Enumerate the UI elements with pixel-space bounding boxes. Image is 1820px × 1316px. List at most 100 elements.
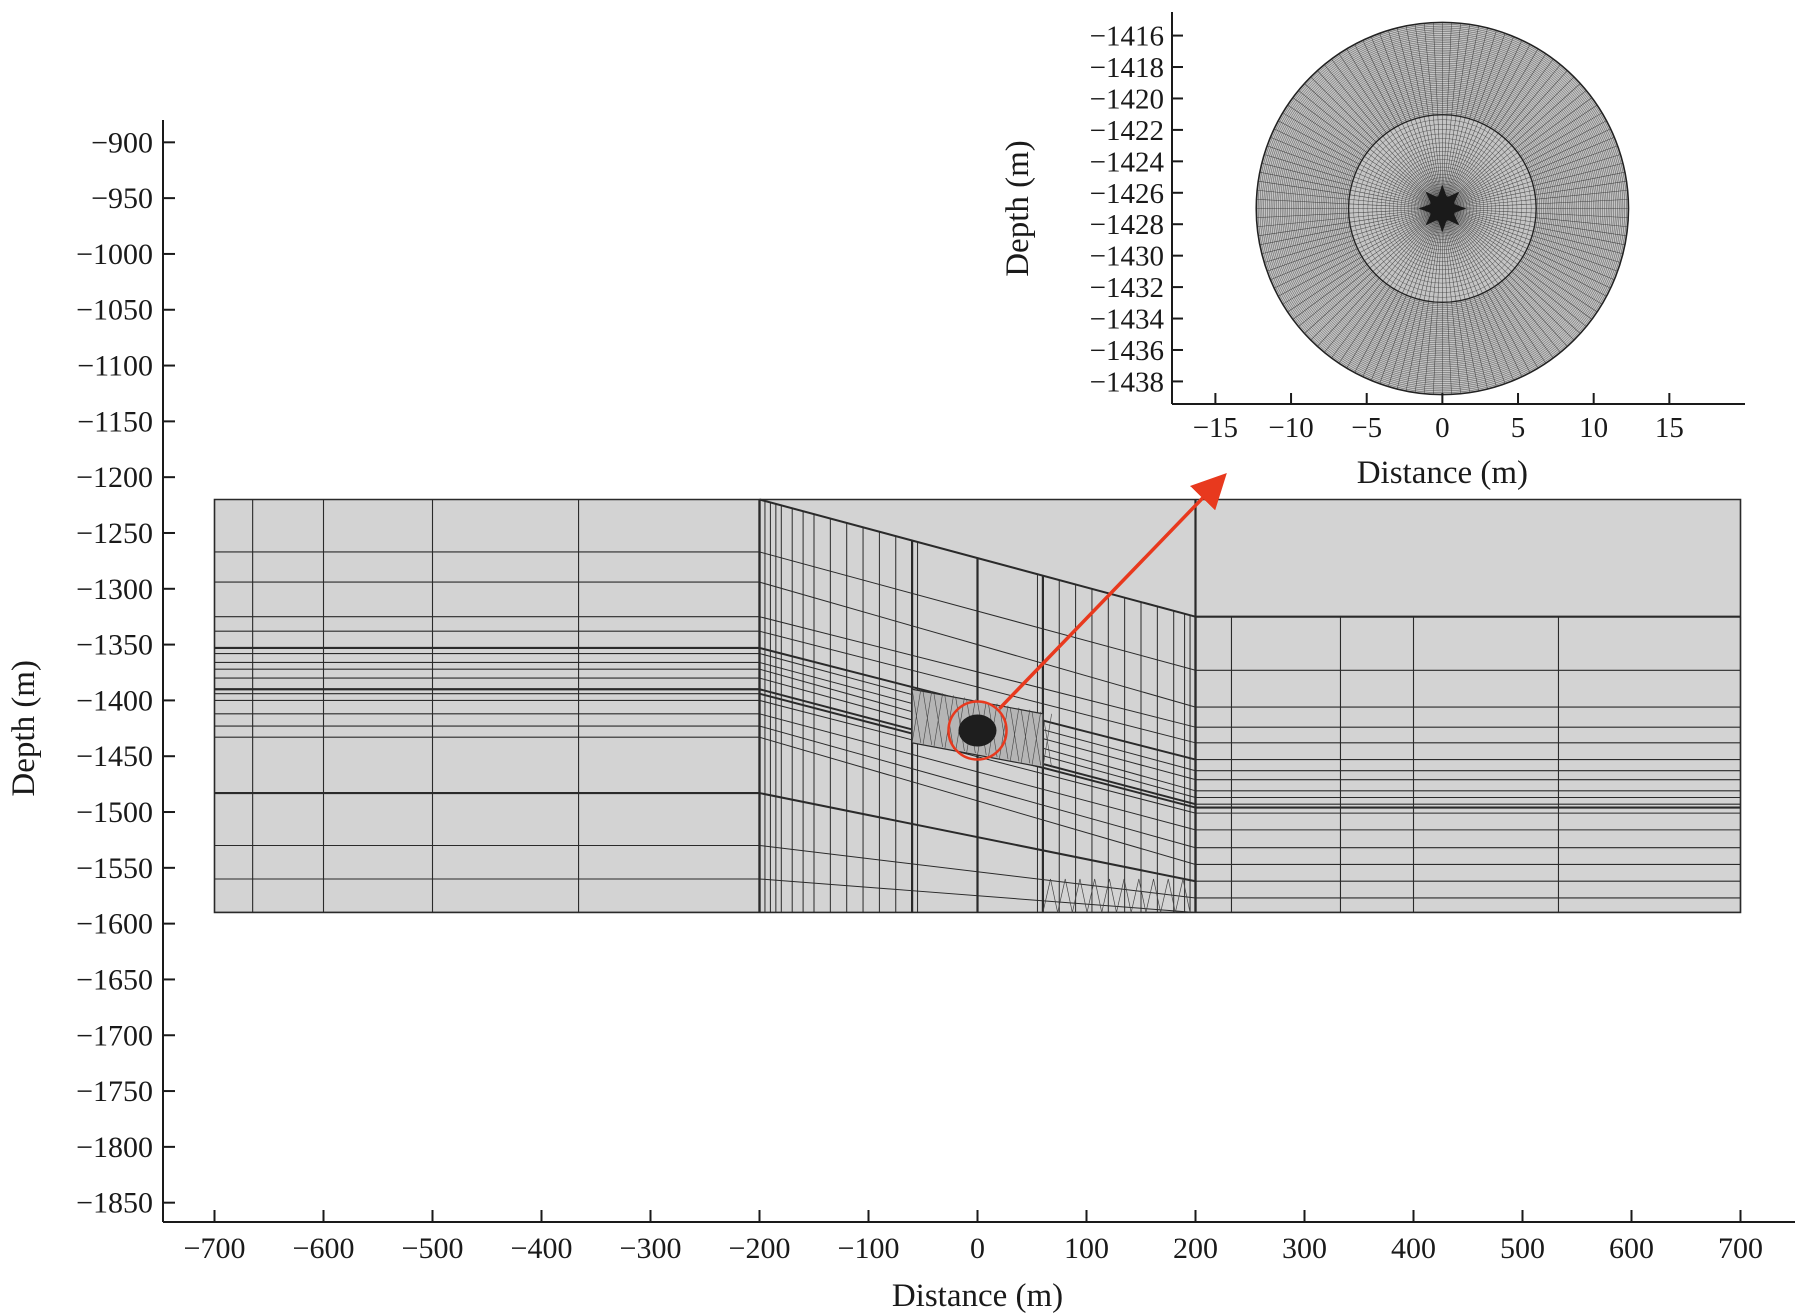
disk-radial-line: [1264, 154, 1443, 209]
y-axis-ticks: −900 −950 −1000 −1050 −1100 −1150 −1200 −1250 −1…: [76, 126, 175, 1220]
disk-radial-line: [1442, 208, 1568, 347]
y-tick-label: −1500: [76, 796, 153, 829]
disk-radial-line: [1442, 208, 1628, 228]
disk-radial-line: [1379, 33, 1443, 209]
disk-radial-line: [1317, 70, 1443, 209]
disk-radial-line: [1442, 208, 1621, 263]
inset-y-tick-label: −1430: [1090, 241, 1164, 273]
y-tick-label: −1100: [77, 350, 153, 383]
y-tick-label: −900: [91, 126, 153, 159]
disk-radial-line: [1354, 208, 1443, 373]
y-tick-label: −1700: [76, 1019, 153, 1052]
disk-dense-core: [1418, 184, 1467, 233]
mesh-triangle-edge: [1071, 878, 1081, 913]
well-highlight-circle: [947, 700, 1008, 761]
inset-x-tick-label: −10: [1268, 412, 1313, 444]
disk-radial-line: [1442, 208, 1461, 394]
disk-radial-line: [1442, 208, 1539, 369]
mesh-triangle-edge: [922, 691, 933, 745]
disk-radial-line: [1278, 208, 1443, 297]
inset-x-tick-label: 0: [1435, 412, 1450, 444]
disk-radial-line: [1442, 128, 1611, 209]
mesh-triangle-edge: [1116, 878, 1125, 913]
mesh-triangle-edge: [1109, 878, 1117, 913]
disk-radial-line: [1257, 189, 1443, 209]
disk-radial-line: [1274, 128, 1443, 209]
mesh-triangle-edge: [1042, 713, 1052, 768]
mesh-triangle-edge: [1145, 878, 1154, 913]
inset-y-tick-label: −1436: [1090, 335, 1164, 367]
x-tick-label: 0: [970, 1232, 985, 1265]
y-tick-label: −1050: [76, 294, 153, 327]
x-tick-label: 700: [1718, 1232, 1763, 1265]
inset-y-tick-label: −1438: [1090, 366, 1164, 398]
disk-radial-line: [1442, 208, 1488, 390]
disk-radial-line: [1298, 208, 1443, 327]
disk-radial-line: [1442, 171, 1625, 209]
disk-radial-line: [1287, 208, 1443, 313]
y-tick-label: −1400: [76, 684, 153, 717]
y-tick-label: −1850: [76, 1187, 153, 1220]
disk-radial-line: [1388, 30, 1443, 209]
disk-radial-line: [1442, 208, 1506, 384]
y-tick-label: −1000: [76, 238, 153, 271]
inset-y-tick-label: −1432: [1090, 272, 1164, 304]
disk-radial-line: [1442, 189, 1628, 209]
x-tick-label: −700: [184, 1232, 246, 1265]
disk-radial-line: [1267, 208, 1443, 272]
disk-radial-line: [1442, 208, 1611, 289]
disk-radial-line: [1267, 145, 1443, 209]
disk-radial-line: [1304, 83, 1443, 209]
disk-radial-line: [1442, 208, 1625, 246]
disk-radial-line: [1442, 112, 1603, 209]
disk-radial-line: [1442, 53, 1546, 209]
mesh-triangle-edge: [933, 693, 943, 747]
y-tick-label: −1450: [76, 740, 153, 773]
x-tick-label: −500: [402, 1232, 464, 1265]
inset-x-tick-label: 15: [1655, 412, 1684, 444]
disk-radial-line: [1432, 22, 1443, 209]
mesh-triangle-edge: [1064, 878, 1073, 913]
disk-radial-line: [1442, 90, 1587, 209]
disk-radial-line: [1442, 104, 1598, 209]
x-axis-title: Distance (m): [892, 1278, 1063, 1314]
disk-radial-line: [1331, 208, 1443, 359]
disk-radial-line: [1442, 25, 1479, 209]
disk-radial-line: [1442, 27, 1488, 209]
disk-radial-line: [1370, 36, 1443, 209]
inset-y-tick-label: −1420: [1090, 83, 1164, 115]
mesh-triangle-edge: [1182, 878, 1191, 913]
disk-radial-line: [1442, 208, 1470, 393]
y-tick-label: −1750: [76, 1075, 153, 1108]
disk-radial-line: [1354, 44, 1443, 209]
disk-radial-line: [1261, 163, 1443, 209]
mesh-triangle-edge: [1174, 878, 1184, 913]
disk-radial-line: [1310, 76, 1443, 209]
disk-radial-line: [1442, 208, 1607, 297]
disk-radial-line: [1442, 145, 1618, 209]
disk-radial-line: [1282, 112, 1443, 209]
disk-radial-line: [1442, 208, 1523, 377]
disk-radial-line: [1442, 208, 1627, 237]
mesh-triangle-edge: [1086, 878, 1096, 913]
disk-inner-boundary: [1347, 113, 1537, 304]
disk-radial-line: [1442, 208, 1497, 387]
x-tick-label: −100: [838, 1232, 900, 1265]
mesh-triangle-edge: [1031, 711, 1042, 766]
mesh-triangle-edge: [1101, 878, 1110, 913]
mesh-triangle-edge: [1138, 878, 1147, 913]
mesh-triangle-edge: [1057, 878, 1066, 913]
disk-radial-line: [1442, 208, 1561, 353]
x-tick-label: −600: [293, 1232, 355, 1265]
y-tick-label: −1200: [76, 461, 153, 494]
mesh-triangle-edge: [1020, 709, 1031, 764]
disk-radial-line: [1317, 208, 1443, 347]
inset-x-tick-label: −15: [1193, 412, 1238, 444]
disk-radial-line: [1442, 23, 1461, 209]
x-axis-ticks: −700 −600 −500 −400 −300 −200 −100 0 100 200 300 40…: [184, 1210, 1763, 1265]
y-tick-label: −1300: [76, 573, 153, 606]
disk-radial-line: [1442, 36, 1514, 209]
disk-radial-line: [1388, 208, 1443, 387]
disk-radial-line: [1442, 208, 1575, 341]
y-tick-label: −950: [91, 182, 153, 215]
